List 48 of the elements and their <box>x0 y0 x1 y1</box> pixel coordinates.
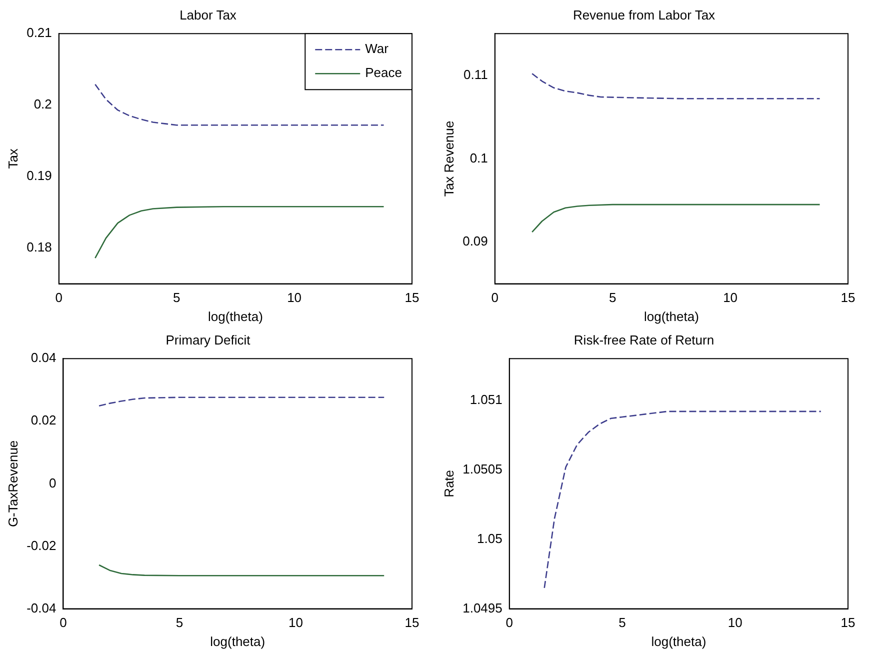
y-tick-label: 0.18 <box>26 240 52 255</box>
y-tick-label: 0.1 <box>470 150 488 166</box>
x-tick-label: 0 <box>506 615 513 630</box>
y-tick-label: -0.02 <box>26 538 56 553</box>
y-tick-label: 1.0495 <box>462 600 502 616</box>
line-series <box>98 396 385 406</box>
x-tick-label: 15 <box>840 290 856 306</box>
y-axis-title: Tax Revenue <box>441 120 456 197</box>
y-tick-label: 0.09 <box>462 234 488 249</box>
x-tick-label: 15 <box>404 290 420 306</box>
legend-label: Peace <box>365 65 402 80</box>
y-tick-label: 0.04 <box>30 350 56 366</box>
legend-label: War <box>365 41 390 56</box>
y-tick-label: -0.04 <box>26 600 56 616</box>
x-tick-label: 10 <box>723 290 738 306</box>
line-series <box>531 72 820 100</box>
x-axis-title: log(theta) <box>208 308 263 324</box>
x-tick-label: 5 <box>176 615 184 630</box>
x-tick-label: 10 <box>728 615 742 630</box>
x-tick-label: 15 <box>404 615 420 630</box>
y-tick-label: 1.05 <box>477 530 502 546</box>
y-tick-label: 0.2 <box>34 96 52 112</box>
y-axis-title: Tax <box>5 148 20 169</box>
y-tick-label: 0.02 <box>30 412 56 428</box>
x-axis-title: log(theta) <box>644 308 699 324</box>
chart-title: Risk-free Rate of Return <box>574 332 714 348</box>
y-tick-label: 0.19 <box>26 168 52 184</box>
x-tick-label: 0 <box>60 615 67 630</box>
x-tick-label: 15 <box>840 615 856 630</box>
chart-title: Revenue from Labor Tax <box>572 7 716 22</box>
x-axis-title: log(theta) <box>651 634 706 649</box>
x-tick-label: 10 <box>288 615 303 630</box>
y-tick-label: 1.051 <box>470 392 502 407</box>
x-tick-label: 10 <box>287 290 302 306</box>
y-tick-label: 0.11 <box>464 66 488 82</box>
chart-title: Primary Deficit <box>166 332 251 348</box>
y-axis-title: Rate <box>441 470 456 498</box>
chart-title: Labor Tax <box>180 7 237 22</box>
y-tick-label: 1.0505 <box>462 461 502 476</box>
x-tick-label: 5 <box>608 290 616 306</box>
x-tick-label: 5 <box>172 290 180 306</box>
y-tick-label: 0.21 <box>26 25 52 40</box>
y-tick-label: 0 <box>48 475 56 490</box>
line-series <box>94 84 384 126</box>
x-axis-title: log(theta) <box>210 634 266 649</box>
line-series <box>544 410 822 589</box>
x-tick-label: 5 <box>618 615 626 630</box>
y-axis-title: G-TaxRevenue <box>5 440 20 528</box>
